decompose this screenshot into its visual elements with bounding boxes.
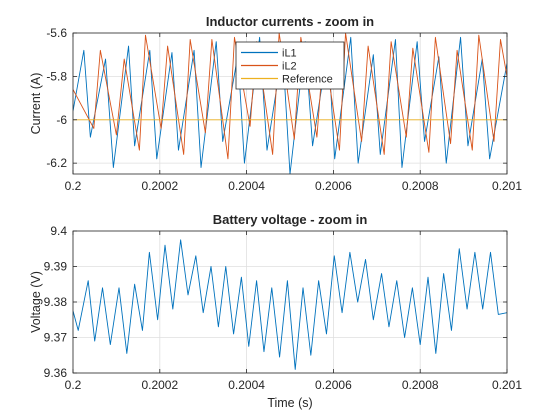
x-tick-label: 0.2004	[228, 378, 265, 392]
y-tick-label: 9.39	[44, 260, 68, 274]
y-tick-label: -5.6	[46, 26, 67, 40]
legend-label: Reference	[282, 74, 333, 86]
legend-label: iL2	[282, 61, 297, 73]
x-axis-label: Time (s)	[267, 396, 312, 410]
y-tick-label: 9.38	[44, 295, 68, 309]
y-axis-label: Current (A)	[29, 73, 43, 135]
y-axis-label: Voltage (V)	[29, 271, 43, 333]
x-tick-label: 0.2002	[141, 378, 178, 392]
x-tick-label: 0.2006	[315, 179, 352, 193]
x-tick-label: 0.2004	[228, 179, 265, 193]
legend-label: iL1	[282, 48, 297, 60]
x-tick-label: 0.2	[65, 179, 82, 193]
x-tick-label: 0.2	[65, 378, 82, 392]
y-tick-label: 9.37	[44, 331, 68, 345]
x-tick-label: 0.2006	[315, 378, 352, 392]
y-tick-label: 9.4	[50, 224, 67, 238]
x-tick-label: 0.2008	[402, 179, 439, 193]
chart-title: Inductor currents - zoom in	[206, 14, 374, 29]
y-tick-label: -5.8	[46, 69, 67, 83]
y-tick-label: -6.2	[46, 156, 67, 170]
y-tick-label: -6	[56, 113, 67, 127]
x-tick-label: 0.2002	[141, 179, 178, 193]
series-0-line	[73, 239, 507, 370]
axes-box	[72, 32, 508, 175]
y-tick-label: 9.36	[44, 366, 68, 380]
series-group	[73, 239, 507, 370]
x-tick-label: 0.2008	[402, 378, 439, 392]
x-tick-label: 0.201	[492, 179, 522, 193]
x-tick-label: 0.201	[492, 378, 522, 392]
chart-title: Battery voltage - zoom in	[213, 212, 368, 227]
